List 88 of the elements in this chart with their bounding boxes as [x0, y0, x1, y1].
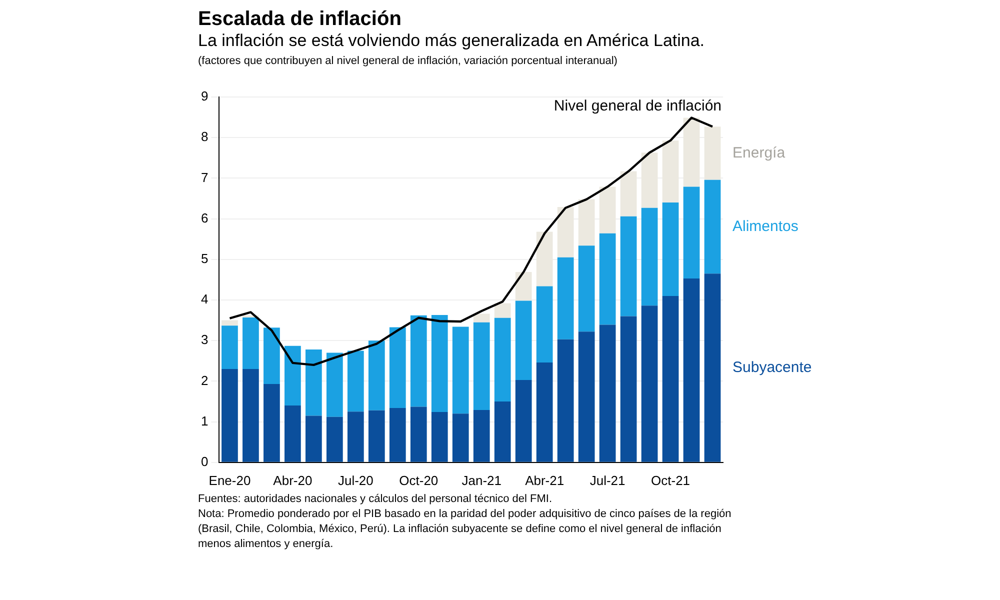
bar [641, 306, 658, 462]
bar [306, 416, 322, 462]
series-label: Alimentos [732, 218, 798, 235]
bar [515, 300, 532, 380]
bar [347, 412, 364, 462]
bar [431, 412, 448, 462]
y-tick-label: 6 [200, 210, 208, 226]
bar [494, 303, 511, 318]
source-note: Fuentes: autoridades nacionales y cálculos del personal técnico del FMI. [198, 492, 554, 507]
bar [410, 315, 427, 407]
x-tick-label: Abr-21 [525, 472, 564, 488]
bar [620, 316, 637, 462]
bar [515, 380, 532, 462]
bar [683, 278, 700, 462]
bar [284, 346, 301, 406]
bar [536, 286, 553, 363]
bar [578, 332, 595, 462]
bar [599, 233, 616, 325]
bar [222, 320, 238, 326]
bar [264, 384, 280, 462]
y-tick-label: 3 [200, 332, 208, 348]
bar [284, 406, 301, 462]
bar [662, 296, 679, 462]
bar [557, 257, 574, 340]
bar [536, 232, 553, 286]
bar [515, 272, 532, 301]
x-tick-label: Oct-21 [651, 472, 690, 488]
bar [452, 326, 469, 414]
bar [326, 352, 343, 417]
y-tick-label: 4 [200, 292, 208, 307]
series-label: Energía [732, 144, 786, 162]
x-tick-label: Abr-20 [273, 472, 312, 488]
bar [620, 171, 637, 216]
bar [578, 199, 595, 246]
bar [389, 408, 406, 462]
bar [662, 140, 679, 203]
x-tick-label: Jul-21 [590, 472, 626, 488]
x-tick-label: Jan-21 [462, 472, 502, 488]
bar [683, 186, 700, 278]
bar [389, 327, 406, 408]
bar [494, 318, 511, 402]
bar [620, 216, 637, 316]
bar [473, 314, 490, 322]
bar [326, 416, 343, 462]
bar [410, 406, 427, 462]
x-tick-label: Jul-20 [338, 472, 374, 488]
bar [557, 339, 574, 462]
bar [431, 315, 448, 412]
bar [242, 317, 259, 370]
bar [368, 410, 385, 462]
series-label: Subyacente [732, 358, 812, 376]
x-tick-label: Oct-20 [399, 472, 438, 488]
bar [578, 246, 595, 332]
bar [704, 180, 721, 274]
bar [704, 274, 721, 462]
x-tick-label: Ene-20 [208, 472, 251, 488]
bar [683, 118, 700, 187]
bar [641, 152, 658, 208]
bar [536, 362, 553, 462]
bar [494, 402, 511, 462]
bar [222, 326, 238, 370]
text: Nota: Promedio ponderado por el PIB basado en la paridad del poder adquisitivo de cinco países de la región (Brasil, Chile, Colombia, México, Perú). La inflación subyacente se define como el nivel general de inflación menos alimentos y energía. [198, 507, 732, 552]
bar [662, 202, 679, 296]
bar [473, 322, 490, 410]
bar [641, 208, 658, 306]
series-label: Nivel general de inflación [554, 97, 722, 114]
y-tick-label: 9 [200, 88, 208, 104]
y-tick-label: 7 [200, 170, 208, 185]
chart-subtitle: La inflación se está volviendo más generalizada en América Latina. [198, 31, 706, 51]
y-tick-label: 1 [200, 413, 208, 428]
bar [264, 328, 280, 384]
chart-title: Escalada de inflación [198, 8, 402, 31]
bar [222, 369, 238, 462]
bar [368, 340, 385, 410]
y-tick-label: 2 [200, 372, 208, 388]
bar [306, 350, 322, 416]
bar [347, 350, 364, 412]
y-tick-label: 0 [200, 454, 208, 469]
bar [557, 207, 574, 258]
y-axis-title: (factores que contribuyen al nivel general de inflación, variación porcentual interanual) [198, 55, 618, 67]
bar [452, 414, 469, 462]
bar [473, 410, 490, 462]
bar [242, 369, 259, 462]
bar [599, 186, 616, 234]
y-tick-label: 8 [200, 129, 208, 144]
y-tick-label: 5 [200, 250, 208, 266]
bar [599, 324, 616, 462]
bar [704, 126, 721, 180]
